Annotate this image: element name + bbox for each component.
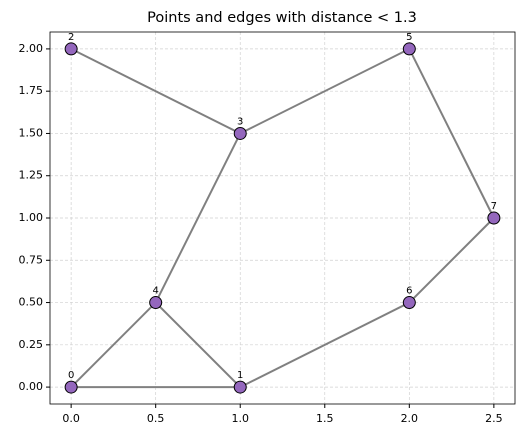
point: [487, 211, 501, 225]
point: [402, 296, 416, 310]
y-tick-label: 0.75: [19, 253, 44, 266]
edge: [408, 48, 495, 219]
edge: [70, 301, 157, 388]
x-tick-label: 1.5: [316, 412, 334, 425]
y-tick-label: 2.00: [19, 42, 44, 55]
x-tick-label: 2.5: [485, 412, 503, 425]
point: [402, 42, 416, 56]
edge: [239, 48, 410, 135]
edge: [70, 48, 241, 135]
edge: [408, 217, 495, 304]
y-tick-label: 0.25: [19, 338, 44, 351]
y-tick-label: 1.25: [19, 169, 44, 182]
point-label: 0: [68, 370, 74, 381]
y-tick-label: 0.50: [19, 296, 44, 309]
point-label: 1: [237, 370, 243, 381]
point-label: 7: [491, 201, 497, 212]
point: [233, 380, 247, 394]
point-label: 4: [152, 286, 158, 297]
edge: [154, 133, 242, 303]
x-tick-label: 0.5: [147, 412, 165, 425]
y-tick-label: 1.50: [19, 126, 44, 139]
point-label: 3: [237, 116, 243, 127]
edge: [154, 301, 241, 388]
x-tick-label: 2.0: [401, 412, 419, 425]
point-label: 5: [406, 32, 412, 43]
point: [149, 296, 163, 310]
edge: [239, 301, 410, 388]
y-tick-label: 1.75: [19, 84, 44, 97]
chart-title: Points and edges with distance < 1.3: [147, 10, 417, 26]
point-label: 2: [68, 32, 74, 43]
y-tick-label: 1.00: [19, 211, 44, 224]
point: [233, 126, 247, 140]
y-tick-label: 0.00: [19, 380, 44, 393]
point-label: 6: [406, 286, 412, 297]
point: [64, 380, 78, 394]
x-tick-label: 0.0: [62, 412, 80, 425]
plot-frame: [49, 31, 516, 405]
point: [64, 42, 78, 56]
x-tick-label: 1.0: [231, 412, 249, 425]
